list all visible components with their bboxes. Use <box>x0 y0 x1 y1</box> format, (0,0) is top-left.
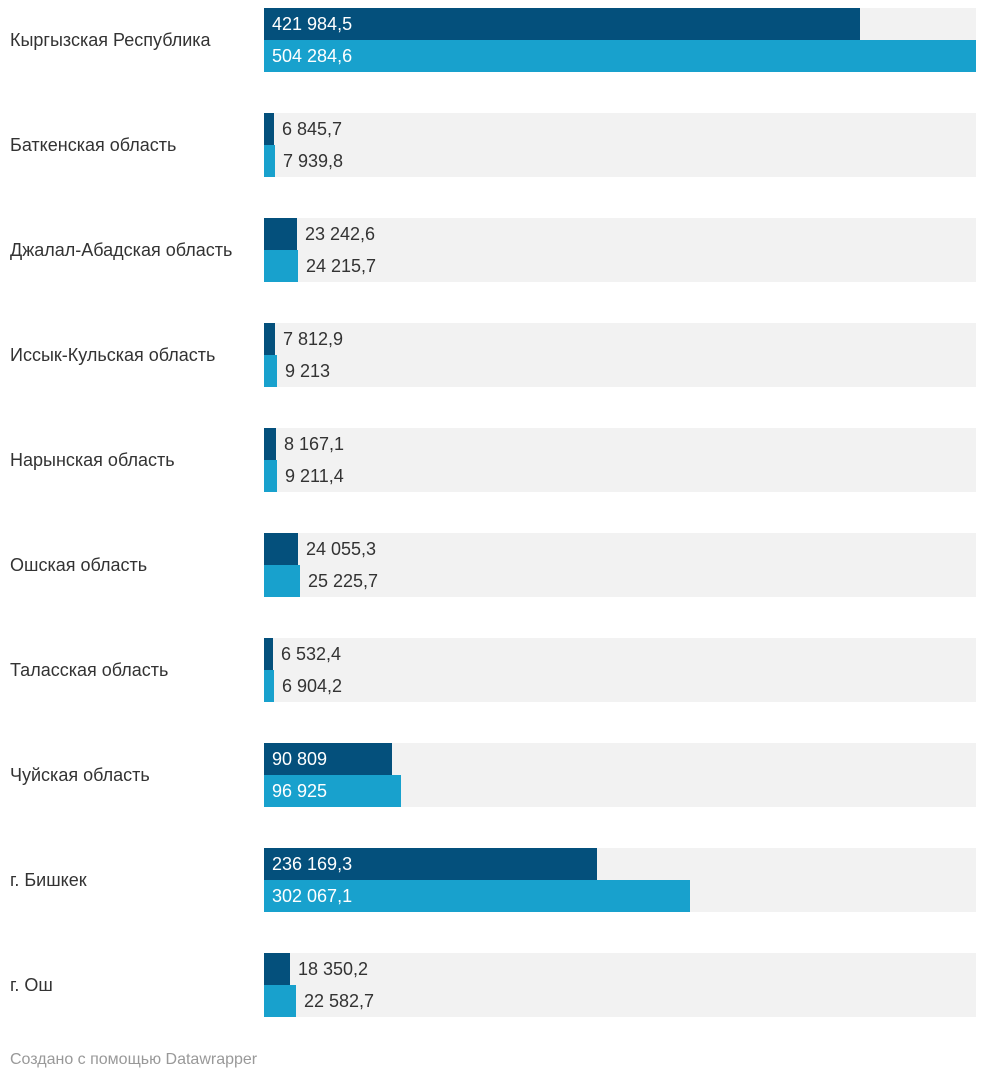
category-label: Иссык-Кульская область <box>10 345 216 365</box>
value-label: 302 067,1 <box>272 886 353 906</box>
bar-dark[interactable] <box>264 323 275 355</box>
value-label: 22 582,7 <box>304 991 375 1011</box>
value-label: 6 532,4 <box>281 644 342 664</box>
bar-track <box>264 323 976 387</box>
bar-track <box>264 113 976 177</box>
bar-dark[interactable] <box>264 533 298 565</box>
category-label: Баткенская область <box>10 135 177 155</box>
bar-dark[interactable] <box>264 953 290 985</box>
value-label: 7 812,9 <box>283 329 344 349</box>
bar-track <box>264 638 976 702</box>
bar-light[interactable] <box>264 670 274 702</box>
category-label: Чуйская область <box>10 765 150 785</box>
bar-track <box>264 533 976 597</box>
category-label: Джалал-Абадская область <box>10 240 233 260</box>
bar-light[interactable] <box>264 880 690 912</box>
bar-light[interactable] <box>264 145 275 177</box>
category-label: Нарынская область <box>10 450 175 470</box>
bar-track <box>264 218 976 282</box>
value-label: 90 809 <box>272 749 328 769</box>
value-label: 421 984,5 <box>272 14 353 34</box>
bar-light[interactable] <box>264 565 300 597</box>
bar-track <box>264 953 976 1017</box>
bar-light[interactable] <box>264 40 976 72</box>
value-label: 24 215,7 <box>306 256 377 276</box>
bar-light[interactable] <box>264 355 277 387</box>
category-label: Таласская область <box>10 660 169 680</box>
bar-dark[interactable] <box>264 113 274 145</box>
value-label: 24 055,3 <box>306 539 377 559</box>
bar-dark[interactable] <box>264 743 392 775</box>
bar-light[interactable] <box>264 985 296 1017</box>
bar-chart: Кыргызская Республика 421 984,5 504 284,6 Б… <box>10 8 976 1017</box>
footer-credit[interactable]: Создано с помощью Datawrapper <box>10 1051 258 1068</box>
category-label: Кыргызская Республика <box>10 30 211 50</box>
bar-dark[interactable] <box>264 8 860 40</box>
bar-dark[interactable] <box>264 638 273 670</box>
category-label: г. Бишкек <box>10 870 87 890</box>
value-label: 8 167,1 <box>284 434 345 454</box>
value-label: 96 925 <box>272 781 328 801</box>
value-label: 504 284,6 <box>272 46 353 66</box>
value-label: 6 845,7 <box>282 119 343 139</box>
bar-light[interactable] <box>264 460 277 492</box>
value-label: 7 939,8 <box>283 151 344 171</box>
category-label: г. Ош <box>10 975 53 995</box>
value-label: 6 904,2 <box>282 676 343 696</box>
bar-track <box>264 428 976 492</box>
bar-light[interactable] <box>264 250 298 282</box>
value-label: 236 169,3 <box>272 854 353 874</box>
bar-dark[interactable] <box>264 848 597 880</box>
value-label: 9 211,4 <box>285 466 344 486</box>
bar-light[interactable] <box>264 775 401 807</box>
value-label: 23 242,6 <box>305 224 376 244</box>
value-label: 25 225,7 <box>308 571 379 591</box>
value-label: 18 350,2 <box>298 959 369 979</box>
bar-dark[interactable] <box>264 218 297 250</box>
value-label: 9 213 <box>285 361 331 381</box>
category-label: Ошская область <box>10 555 148 575</box>
bar-dark[interactable] <box>264 428 276 460</box>
